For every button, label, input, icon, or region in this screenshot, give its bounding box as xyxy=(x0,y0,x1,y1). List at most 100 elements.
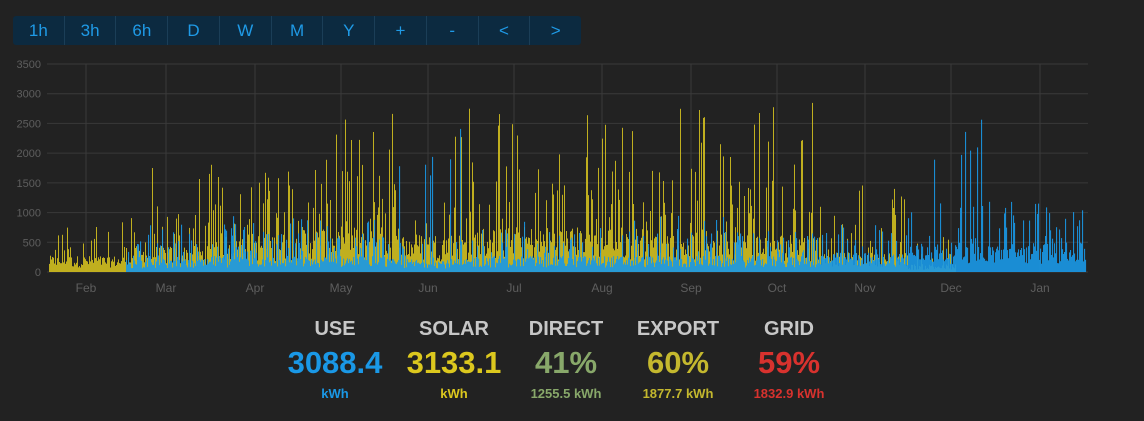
use-bar xyxy=(661,264,663,272)
solar-bar xyxy=(401,254,402,272)
range-month-button[interactable]: M xyxy=(272,16,324,45)
use-bar xyxy=(1039,259,1041,272)
use-bar xyxy=(223,256,225,272)
pan-left-button[interactable]: < xyxy=(479,16,531,45)
solar-bar xyxy=(392,113,393,273)
use-bar xyxy=(315,264,317,272)
solar-bar xyxy=(816,239,817,272)
use-bar xyxy=(347,258,349,272)
use-bar xyxy=(751,258,753,272)
solar-bar xyxy=(948,239,949,272)
zoom-out-button[interactable]: - xyxy=(427,16,479,45)
zoom-in-button[interactable]: + xyxy=(375,16,427,45)
use-bar xyxy=(181,224,183,272)
use-bar xyxy=(849,253,851,272)
use-bar xyxy=(588,260,590,272)
range-year-button[interactable]: Y xyxy=(323,16,376,45)
use-bar xyxy=(631,260,633,272)
use-bar xyxy=(468,261,470,272)
use-bar xyxy=(524,221,526,272)
use-bar xyxy=(389,260,391,272)
solar-bar xyxy=(723,156,724,272)
use-bar xyxy=(957,249,959,272)
use-bar xyxy=(662,259,664,272)
use-bar xyxy=(1034,246,1036,272)
solar-bar xyxy=(409,241,410,272)
use-bar xyxy=(242,259,244,272)
use-bar xyxy=(165,263,167,272)
x-tick-label: Apr xyxy=(246,281,265,295)
use-bar xyxy=(809,261,811,272)
solar-bar xyxy=(97,260,98,272)
solar-bar xyxy=(465,242,466,272)
use-bar xyxy=(708,265,710,272)
range-3h-button[interactable]: 3h xyxy=(65,16,117,45)
use-bar xyxy=(1020,250,1022,272)
range-week-button[interactable]: W xyxy=(220,16,272,45)
solar-bar xyxy=(312,249,313,272)
solar-bar xyxy=(341,226,342,272)
use-bar xyxy=(609,261,611,272)
use-bar xyxy=(994,262,996,272)
solar-bar xyxy=(156,247,157,272)
solar-bar xyxy=(645,251,646,272)
use-bar xyxy=(491,252,493,272)
use-bar xyxy=(1011,201,1013,272)
use-bar xyxy=(376,242,378,272)
use-bar xyxy=(692,257,694,272)
use-bar xyxy=(813,265,815,272)
use-bar xyxy=(191,240,193,272)
use-bar xyxy=(790,257,792,272)
use-bar xyxy=(415,261,417,272)
solar-bar xyxy=(702,229,703,272)
use-bar xyxy=(345,263,347,272)
use-bar xyxy=(764,264,766,272)
use-bar xyxy=(839,263,841,272)
use-bar xyxy=(782,252,784,272)
solar-bar xyxy=(474,237,475,272)
use-bar xyxy=(953,256,955,272)
solar-bar xyxy=(592,199,593,272)
use-bar xyxy=(159,265,161,272)
use-bar xyxy=(395,263,397,272)
solar-bar xyxy=(492,242,493,272)
use-bar xyxy=(180,267,182,272)
use-bar xyxy=(496,262,498,272)
use-bar xyxy=(375,263,377,272)
solar-bar xyxy=(265,172,266,272)
use-bar xyxy=(970,150,972,272)
solar-bar xyxy=(98,257,99,272)
use-bar xyxy=(886,264,888,272)
use-bar xyxy=(228,248,230,272)
range-1h-button[interactable]: 1h xyxy=(13,16,65,45)
solar-bar xyxy=(697,200,698,272)
use-bar xyxy=(663,257,665,272)
use-bar xyxy=(684,263,686,272)
use-bar xyxy=(750,261,752,272)
solar-bar xyxy=(386,250,387,272)
use-bar xyxy=(351,260,353,272)
solar-bar xyxy=(50,255,51,272)
solar-bar xyxy=(184,247,185,272)
solar-bar xyxy=(547,228,548,272)
use-bar xyxy=(344,265,346,272)
use-bar xyxy=(475,266,477,272)
use-bar xyxy=(461,241,463,272)
use-bar xyxy=(1049,213,1051,272)
use-bar xyxy=(1075,261,1077,272)
solar-bar xyxy=(167,216,168,272)
solar-bar xyxy=(380,233,381,272)
use-bar xyxy=(541,263,543,272)
range-day-button[interactable]: D xyxy=(168,16,220,45)
pan-right-button[interactable]: > xyxy=(550,20,561,40)
solar-bar xyxy=(65,263,66,272)
use-bar xyxy=(769,256,771,272)
use-bar xyxy=(567,263,569,272)
use-bar xyxy=(158,255,160,272)
use-bar xyxy=(168,247,170,272)
use-bar xyxy=(394,261,396,272)
use-bar xyxy=(770,246,772,272)
range-6h-button[interactable]: 6h xyxy=(116,16,169,45)
solar-bar xyxy=(776,248,777,272)
